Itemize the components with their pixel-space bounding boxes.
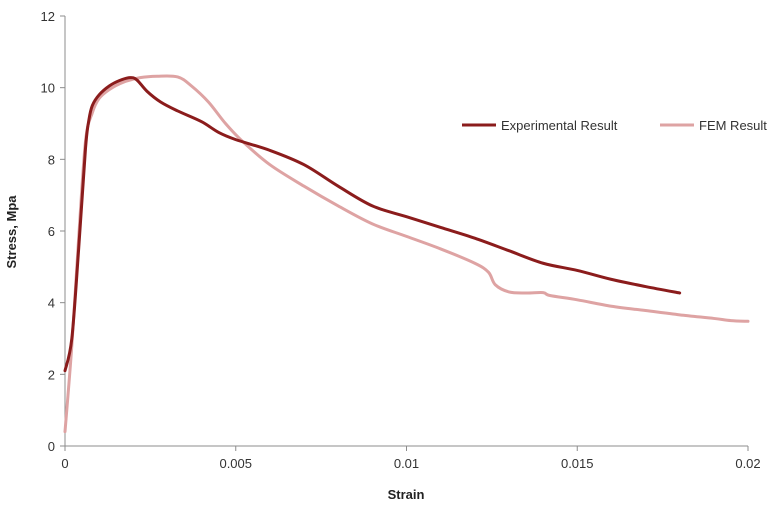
x-tick-label: 0.02 bbox=[735, 456, 760, 471]
y-tick-label: 8 bbox=[48, 152, 55, 167]
series-line-experimental-result bbox=[63, 76, 682, 373]
x-tick-labels: 0 0.005 0.01 0.015 0.02 bbox=[61, 456, 760, 471]
y-tick-label: 0 bbox=[48, 439, 55, 454]
legend-label: FEM Result bbox=[699, 118, 767, 133]
legend-item-fem-result: FEM Result bbox=[660, 118, 767, 133]
y-tick-label: 10 bbox=[41, 81, 55, 96]
x-tick-label: 0.005 bbox=[219, 456, 252, 471]
legend-item-experimental-result: Experimental Result bbox=[462, 118, 618, 133]
legend-label: Experimental Result bbox=[501, 118, 618, 133]
axes bbox=[64, 16, 748, 447]
x-tick-label: 0.015 bbox=[561, 456, 594, 471]
y-tick-label: 12 bbox=[41, 9, 55, 24]
x-axis-title: Strain bbox=[388, 487, 425, 502]
x-tick-label: 0.01 bbox=[394, 456, 419, 471]
y-tick-labels: 0 2 4 6 8 10 12 bbox=[41, 9, 55, 454]
legend: Experimental Result FEM Result bbox=[462, 118, 767, 133]
y-tick-label: 2 bbox=[48, 367, 55, 382]
x-tick-label: 0 bbox=[61, 456, 68, 471]
y-tick-label: 4 bbox=[48, 296, 55, 311]
series-line-fem-result bbox=[63, 74, 750, 434]
y-axis-title: Stress, Mpa bbox=[4, 195, 19, 269]
y-tick-label: 6 bbox=[48, 224, 55, 239]
tick-marks bbox=[60, 15, 749, 451]
series-lines bbox=[63, 74, 750, 434]
